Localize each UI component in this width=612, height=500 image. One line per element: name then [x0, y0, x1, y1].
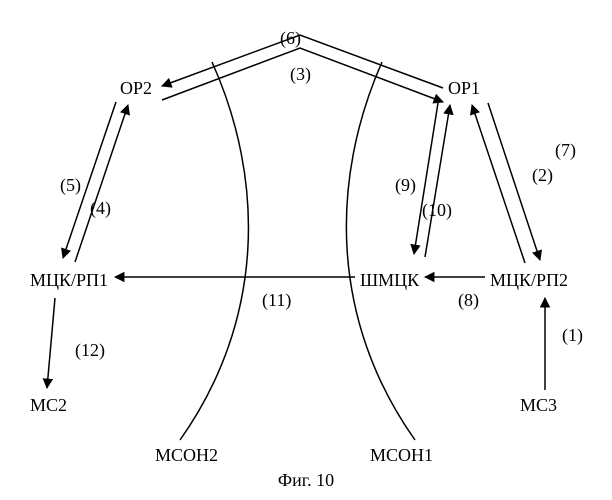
edge-label-4: (4) [90, 198, 111, 219]
edge-arrow [75, 105, 128, 262]
edge-label-12: (12) [75, 340, 105, 361]
node-mcoh2: МСОН2 [155, 445, 218, 466]
edge-label-5: (5) [60, 175, 81, 196]
node-shm: ШМЦК [360, 270, 419, 291]
edge-label-7: (7) [555, 140, 576, 161]
node-op1: ОР1 [448, 78, 480, 99]
edge-label-9: (9) [395, 175, 416, 196]
edge-label-2: (2) [532, 165, 553, 186]
edge-label-6: (6) [280, 28, 301, 49]
region-boundary [346, 62, 415, 440]
node-mc3: МС3 [520, 395, 557, 416]
figure-caption: Фиг. 10 [0, 470, 612, 491]
edge-label-8: (8) [458, 290, 479, 311]
edge-arrow [425, 105, 450, 257]
edge-arrow [47, 298, 55, 388]
node-mc2: МС2 [30, 395, 67, 416]
edge-label-1: (1) [562, 325, 583, 346]
edge-label-3: (3) [290, 64, 311, 85]
edge-arrow [472, 105, 525, 263]
node-rp2: МЦК/РП2 [490, 270, 568, 291]
edge-label-11: (11) [262, 290, 291, 311]
node-rp1: МЦК/РП1 [30, 270, 108, 291]
node-mcoh1: МСОН1 [370, 445, 433, 466]
node-op2: ОР2 [120, 78, 152, 99]
edge-label-10: (10) [422, 200, 452, 221]
region-boundary [180, 62, 248, 440]
edge-arrow [414, 103, 438, 254]
